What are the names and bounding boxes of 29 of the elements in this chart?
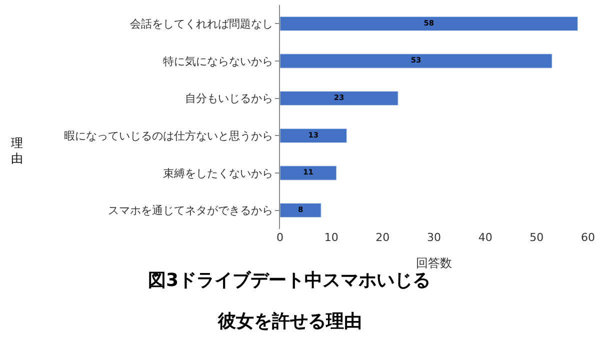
- data-label: 11: [303, 168, 314, 177]
- y-tick-label: 会話をしてくれれば問題なし: [130, 18, 273, 31]
- y-tick-label: 暇になっていじるのは仕方ないと思うから: [64, 130, 273, 143]
- bar: [280, 16, 578, 32]
- x-tick-label: 0: [276, 231, 284, 244]
- x-axis-title: 回答数: [416, 256, 452, 270]
- data-label: 53: [410, 56, 422, 65]
- y-tick-label: スマホを通じてネタができるから: [108, 204, 273, 218]
- bar: [280, 202, 322, 218]
- y-tick-label: 自分もいじるから: [184, 92, 273, 106]
- text: 彼女を許せる理由: [217, 311, 362, 332]
- bar: [280, 54, 552, 68]
- x-tick-label: 60: [581, 231, 595, 244]
- data-label: 23: [334, 92, 344, 102]
- data-label: 8: [298, 204, 304, 214]
- x-tick-label: 10: [324, 231, 338, 244]
- x-tick-label: 40: [478, 231, 492, 244]
- text: 図3ドライブデート中スマホいじる: [148, 270, 431, 291]
- x-tick-label: 50: [530, 231, 544, 244]
- x-tick-label: 30: [427, 231, 441, 244]
- data-label: 13: [308, 130, 318, 140]
- data-label: 58: [424, 18, 434, 28]
- y-tick-label: 束縛をしたくないから: [162, 166, 273, 180]
- bar: [280, 90, 398, 106]
- bar: [280, 166, 337, 180]
- x-tick-label: 20: [376, 231, 390, 244]
- y-tick-label: 特に気にならないから: [162, 54, 273, 68]
- y-axis-title: 理由: [11, 136, 23, 166]
- bar: [280, 128, 347, 144]
